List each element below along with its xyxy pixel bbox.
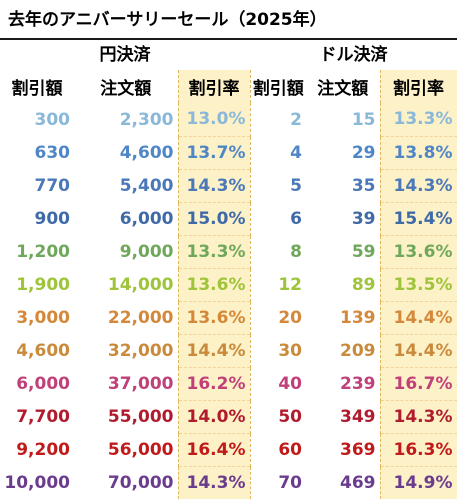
yen-discount-cell[interactable]: 4,600	[16, 340, 70, 361]
group-dollar-label: ドル決済	[319, 45, 388, 65]
sale-table: 割引額 注文額 割引率 割引額 注文額 割引率 300 2,300 13.0% 2 15…	[0, 70, 457, 499]
usd-discount-cell[interactable]: 70	[278, 472, 302, 493]
yen-discount-cell[interactable]: 10,000	[4, 472, 70, 493]
usd-rate-cell[interactable]: 14.3%	[379, 168, 457, 202]
usd-discount-cell[interactable]: 5	[290, 175, 302, 196]
usd-discount-cell[interactable]: 30	[278, 340, 302, 361]
usd-order-cell[interactable]: 239	[340, 373, 376, 394]
usd-discount-cell[interactable]: 50	[278, 406, 302, 427]
table-row: 1,200 9,000 13.3% 8 59 13.6%	[0, 234, 457, 268]
header-usd-discount: 割引額	[252, 79, 304, 99]
usd-order-cell[interactable]: 369	[340, 439, 376, 460]
yen-order-cell[interactable]: 37,000	[107, 373, 174, 394]
usd-discount-cell[interactable]: 40	[278, 373, 302, 394]
yen-order-cell[interactable]: 2,300	[119, 109, 174, 130]
yen-rate-cell[interactable]: 14.4%	[177, 333, 251, 367]
header-yen-rate: 割引率	[177, 70, 251, 103]
yen-rate-cell[interactable]: 15.0%	[177, 201, 251, 235]
usd-rate-cell[interactable]: 13.3%	[379, 103, 457, 136]
usd-discount-cell[interactable]: 20	[278, 307, 302, 328]
yen-discount-cell[interactable]: 1,200	[16, 241, 70, 262]
yen-rate-cell[interactable]: 13.6%	[177, 267, 251, 301]
yen-order-cell[interactable]: 56,000	[107, 439, 174, 460]
table-row: 1,900 14,000 13.6% 12 89 13.5%	[0, 267, 457, 301]
usd-order-cell[interactable]: 29	[351, 142, 376, 163]
usd-rate-cell[interactable]: 14.9%	[379, 465, 457, 499]
usd-rate-cell[interactable]: 14.3%	[379, 399, 457, 433]
usd-discount-cell[interactable]: 6	[290, 208, 302, 229]
yen-order-cell[interactable]: 32,000	[107, 340, 174, 361]
table-row: 10,000 70,000 14.3% 70 469 14.9%	[0, 465, 457, 499]
group-header-row: 円決済 ドル決済	[0, 38, 457, 70]
usd-rate-cell[interactable]: 16.7%	[379, 366, 457, 400]
usd-order-cell[interactable]: 39	[351, 208, 376, 229]
yen-order-cell[interactable]: 22,000	[107, 307, 174, 328]
yen-order-cell[interactable]: 55,000	[107, 406, 174, 427]
usd-rate-cell[interactable]: 14.4%	[379, 333, 457, 367]
header-usd-rate: 割引率	[379, 70, 457, 103]
yen-order-cell[interactable]: 14,000	[107, 274, 174, 295]
usd-rate-cell[interactable]: 13.8%	[379, 135, 457, 169]
column-header-row: 割引額 注文額 割引率 割引額 注文額 割引率	[0, 70, 457, 103]
table-row: 9,200 56,000 16.4% 60 369 16.3%	[0, 432, 457, 466]
yen-rate-cell[interactable]: 13.6%	[177, 300, 251, 334]
usd-rate-cell[interactable]: 13.6%	[379, 234, 457, 268]
yen-discount-cell[interactable]: 9,200	[16, 439, 70, 460]
table-row: 6,000 37,000 16.2% 40 239 16.7%	[0, 366, 457, 400]
table-body: 300 2,300 13.0% 2 15 13.3% 630 4,600 13.7% 4 29 13.…	[0, 103, 457, 499]
yen-order-cell[interactable]: 5,400	[119, 175, 174, 196]
usd-discount-cell[interactable]: 60	[278, 439, 302, 460]
table-row: 4,600 32,000 14.4% 30 209 14.4%	[0, 333, 457, 367]
yen-discount-cell[interactable]: 770	[34, 175, 71, 196]
table-row: 630 4,600 13.7% 4 29 13.8%	[0, 135, 457, 169]
yen-discount-cell[interactable]: 630	[34, 142, 71, 163]
usd-rate-cell[interactable]: 16.3%	[379, 432, 457, 466]
yen-rate-cell[interactable]: 14.0%	[177, 399, 251, 433]
usd-rate-cell[interactable]: 14.4%	[379, 300, 457, 334]
yen-discount-cell[interactable]: 7,700	[16, 406, 70, 427]
yen-rate-cell[interactable]: 16.4%	[177, 432, 251, 466]
usd-order-cell[interactable]: 15	[351, 109, 376, 130]
yen-discount-cell[interactable]: 6,000	[16, 373, 70, 394]
yen-order-cell[interactable]: 70,000	[107, 472, 174, 493]
yen-discount-cell[interactable]: 300	[34, 109, 71, 130]
yen-rate-cell[interactable]: 13.0%	[177, 103, 251, 136]
usd-rate-cell[interactable]: 13.5%	[379, 267, 457, 301]
spreadsheet: 去年のアニバーサリーセール（2025年） 円決済 ドル決済 割引額 注文額 割引…	[0, 10, 457, 499]
usd-order-cell[interactable]: 469	[340, 472, 376, 493]
yen-rate-cell[interactable]: 14.3%	[177, 168, 251, 202]
yen-order-cell[interactable]: 4,600	[119, 142, 174, 163]
usd-order-cell[interactable]: 89	[351, 274, 376, 295]
yen-rate-cell[interactable]: 13.3%	[177, 234, 251, 268]
yen-order-cell[interactable]: 6,000	[119, 208, 174, 229]
usd-discount-cell[interactable]: 2	[290, 109, 302, 130]
table-row: 3,000 22,000 13.6% 20 139 14.4%	[0, 300, 457, 334]
group-yen-label: 円決済	[99, 45, 151, 65]
yen-order-cell[interactable]: 9,000	[119, 241, 174, 262]
usd-order-cell[interactable]: 139	[340, 307, 376, 328]
table-row: 7,700 55,000 14.0% 50 349 14.3%	[0, 399, 457, 433]
usd-order-cell[interactable]: 59	[351, 241, 376, 262]
yen-discount-cell[interactable]: 3,000	[16, 307, 70, 328]
usd-rate-cell[interactable]: 15.4%	[379, 201, 457, 235]
table-row: 900 6,000 15.0% 6 39 15.4%	[0, 201, 457, 235]
usd-order-cell[interactable]: 35	[351, 175, 376, 196]
yen-discount-cell[interactable]: 1,900	[16, 274, 70, 295]
yen-rate-cell[interactable]: 13.7%	[177, 135, 251, 169]
sheet-title: 去年のアニバーサリーセール（2025年）	[8, 10, 327, 30]
yen-rate-cell[interactable]: 14.3%	[177, 465, 251, 499]
usd-discount-cell[interactable]: 12	[278, 274, 302, 295]
header-yen-order: 注文額	[100, 79, 152, 99]
header-usd-order: 注文額	[317, 79, 369, 99]
usd-discount-cell[interactable]: 8	[290, 241, 302, 262]
usd-order-cell[interactable]: 209	[340, 340, 376, 361]
yen-discount-cell[interactable]: 900	[34, 208, 71, 229]
usd-discount-cell[interactable]: 4	[290, 142, 302, 163]
yen-rate-cell[interactable]: 16.2%	[177, 366, 251, 400]
table-row: 300 2,300 13.0% 2 15 13.3%	[0, 103, 457, 136]
usd-order-cell[interactable]: 349	[340, 406, 376, 427]
table-row: 770 5,400 14.3% 5 35 14.3%	[0, 168, 457, 202]
header-yen-discount: 割引額	[11, 79, 63, 99]
